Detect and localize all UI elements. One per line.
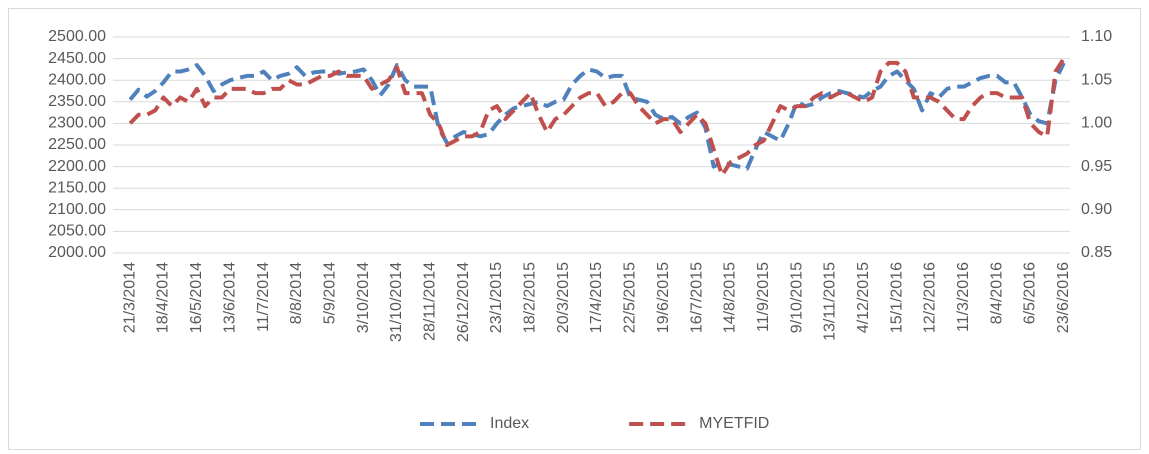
x-tick-label: 22/5/2015 [622,262,639,333]
y-tick-label: 2400.00 [48,71,106,88]
x-tick-label: 13/6/2014 [221,262,238,333]
x-tick-label: 11/7/2014 [255,262,272,332]
x-tick-label: 26/12/2014 [455,262,472,342]
x-tick-label: 31/10/2014 [388,262,405,342]
x-tick-label: 19/6/2015 [655,262,672,333]
x-tick-label: 12/2/2016 [922,262,939,333]
legend-label: MYETFID [699,415,769,432]
x-tick-label: 11/9/2015 [755,262,772,332]
x-tick-label: 8/4/2016 [988,262,1005,324]
x-tick-label: 4/12/2015 [855,262,872,333]
y2-tick-label: 0.95 [1081,158,1112,175]
y-tick-label: 2350.00 [48,93,106,110]
x-tick-label: 28/11/2014 [421,262,438,341]
y-tick-label: 2200.00 [48,158,106,175]
x-tick-label: 23/1/2015 [488,262,505,333]
y2-tick-label: 1.10 [1081,28,1112,45]
x-tick-label: 9/10/2015 [788,262,805,333]
x-tick-label: 6/5/2016 [1022,262,1039,324]
y-tick-label: 2050.00 [48,223,106,240]
y-tick-label: 2500.00 [48,28,106,45]
y-tick-label: 2000.00 [48,244,106,261]
x-tick-label: 18/2/2015 [522,262,539,333]
x-tick-label: 8/8/2014 [288,262,305,324]
y2-tick-label: 1.00 [1081,115,1112,132]
y2-tick-label: 0.85 [1081,244,1112,261]
y-tick-label: 2150.00 [48,179,106,196]
x-tick-label: 20/3/2015 [555,262,572,333]
x-tick-label: 14/8/2015 [722,262,739,333]
y-tick-label: 2300.00 [48,115,106,132]
x-tick-label: 21/3/2014 [121,262,138,333]
x-tick-label: 15/1/2016 [888,262,905,333]
y2-tick-label: 1.05 [1081,71,1112,88]
y2-tick-label: 0.90 [1081,201,1112,218]
x-tick-label: 3/10/2014 [355,262,372,333]
series-line [128,62,1066,171]
x-tick-label: 16/7/2015 [688,262,705,333]
x-tick-label: 17/4/2015 [588,262,605,333]
x-tick-label: 23/6/2016 [1055,262,1072,333]
x-tick-label: 13/11/2015 [822,262,839,341]
y-tick-label: 2450.00 [48,50,106,67]
legend-label: Index [490,415,529,432]
y-tick-label: 2100.00 [48,201,106,218]
series-line [128,57,1066,178]
x-tick-label: 11/3/2016 [955,262,972,332]
x-tick-label: 5/9/2014 [321,262,338,324]
x-tick-label: 16/5/2014 [188,262,205,333]
y-tick-label: 2250.00 [48,136,106,153]
chart-border [8,8,1141,450]
x-tick-label: 18/4/2014 [155,262,172,333]
